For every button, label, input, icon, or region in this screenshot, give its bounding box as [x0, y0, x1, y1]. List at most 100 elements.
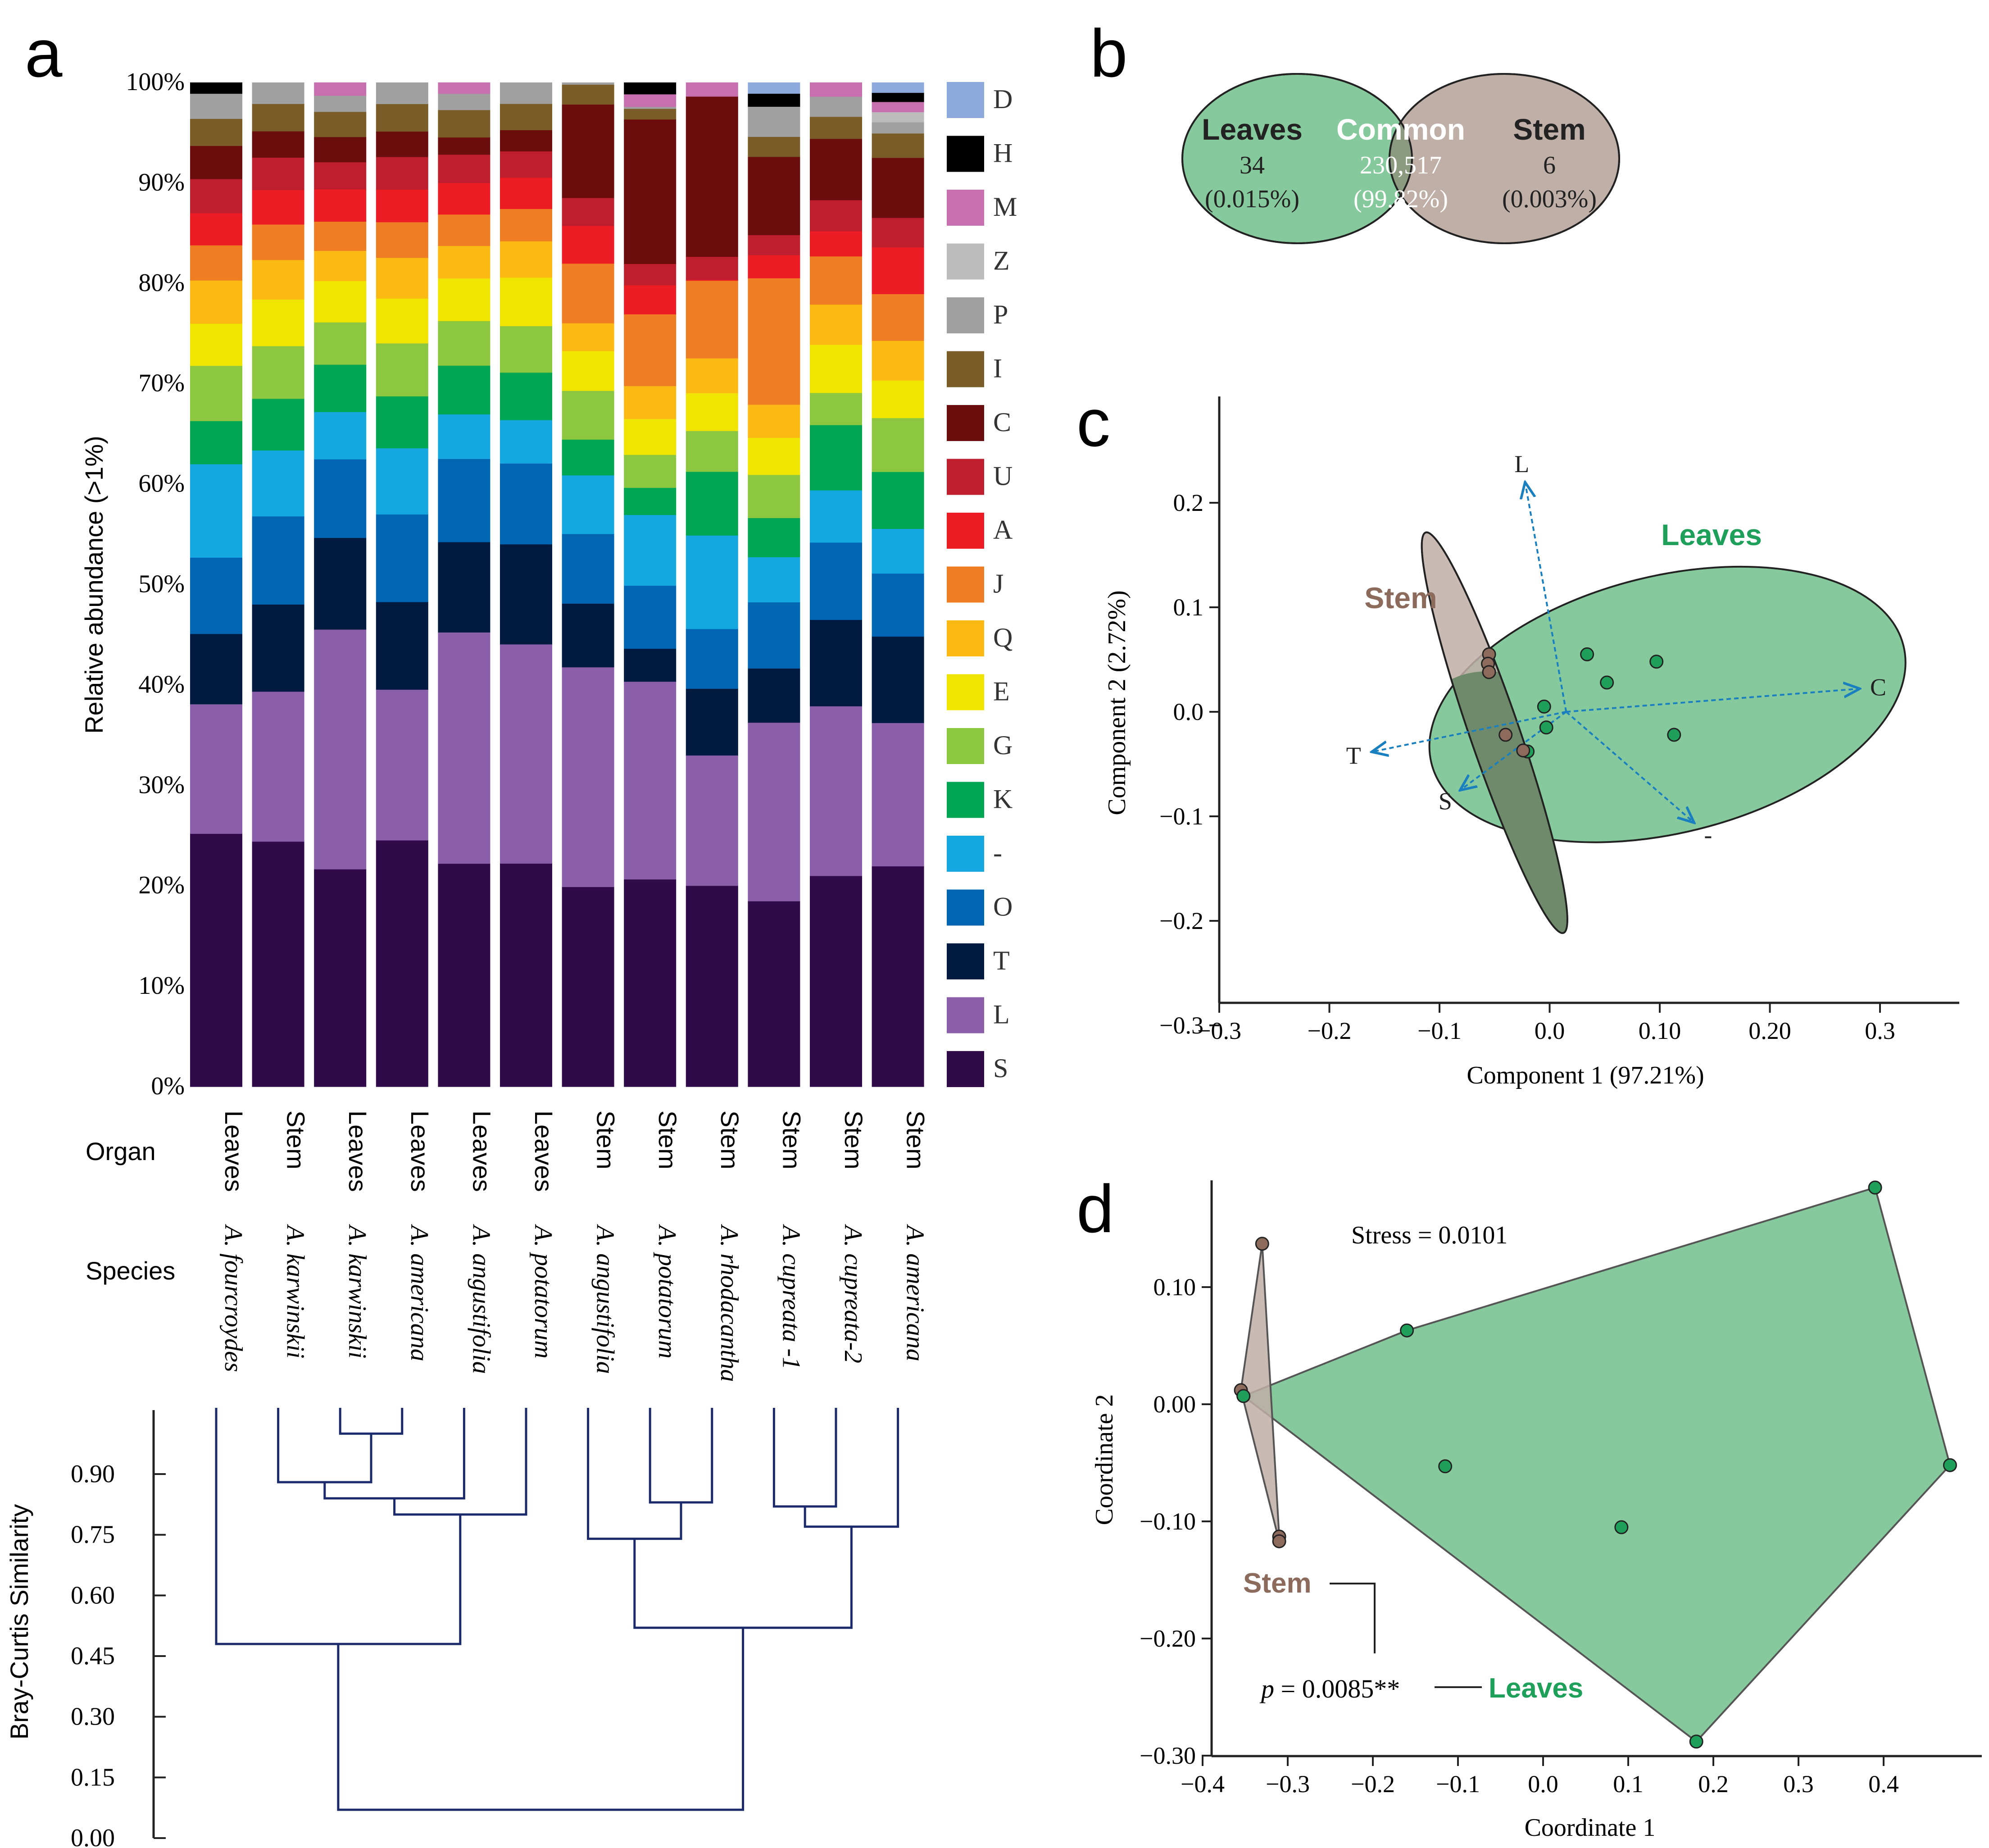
bar-segment-O: [376, 514, 428, 602]
bar-segment-dash: [624, 514, 677, 586]
bar-segment-Q: [624, 386, 677, 419]
legend-label: P: [993, 300, 1008, 329]
bar-segment-D: [748, 82, 800, 94]
bar-segment-E: [500, 277, 552, 327]
dendro-tick-label: 0.60: [71, 1581, 115, 1609]
bar-segment-E: [438, 278, 490, 321]
bar-segment-Z: [872, 112, 924, 123]
bar-segment-M: [624, 94, 677, 107]
bar-segment-M: [438, 82, 490, 94]
bar-segment-G: [438, 321, 490, 366]
bar-segment-K: [252, 398, 304, 451]
bar-segment-G: [624, 455, 677, 488]
y-tick-label: 20%: [138, 871, 185, 899]
p-value: = 0.0085**: [1274, 1674, 1400, 1703]
bar-segment-E: [872, 380, 924, 419]
bar-segment-M: [810, 82, 862, 97]
bar-segment-Q: [314, 250, 367, 282]
bar-segment-T: [190, 633, 242, 705]
bar-segment-L: [624, 681, 677, 880]
bar-segment-C: [314, 137, 367, 163]
dendro-branch: [337, 1628, 745, 1811]
bar-segment-E: [376, 298, 428, 344]
bar-segment-Q: [686, 358, 738, 393]
bar-segment-C: [748, 156, 800, 236]
bar-segment-U: [314, 162, 367, 190]
bar-segment-J: [438, 214, 490, 246]
legend-swatch: [947, 782, 984, 818]
legend-swatch: [947, 351, 984, 387]
species-label: A. angustifolia: [591, 1224, 619, 1374]
bar-segment-J: [190, 245, 242, 281]
species-label: A. cupreata-2: [839, 1224, 867, 1363]
bar-segment-G: [810, 392, 862, 425]
legend-swatch: [947, 1051, 984, 1087]
y-tick-label: 30%: [138, 771, 185, 799]
x-tick-label: 0.1: [1613, 1771, 1644, 1798]
bar-segment-S: [314, 869, 367, 1087]
bar-segment-M: [872, 101, 924, 113]
x-tick-label: 0.0: [1535, 1017, 1565, 1044]
species-row-label: Species: [86, 1256, 175, 1285]
y-axis-label: Component 2 (2.72%): [1103, 590, 1131, 815]
legend-label: K: [993, 784, 1013, 814]
y-tick-label: 0.1: [1173, 594, 1204, 621]
bar-segment-C: [376, 131, 428, 157]
legend-label: Z: [993, 246, 1010, 276]
loading-label: C: [1870, 674, 1886, 701]
bar-segment-U: [252, 157, 304, 191]
bar-segment-H: [624, 82, 677, 95]
legend-swatch: [947, 566, 984, 603]
legend-label: O: [993, 892, 1013, 922]
bar-segment-I: [748, 137, 800, 157]
loading-arrow: [1373, 711, 1567, 751]
venn-set-label: Stem: [1513, 113, 1585, 146]
bar-segment-T: [686, 688, 738, 756]
legend-swatch: [947, 943, 984, 979]
x-tick-label: −0.2: [1308, 1017, 1352, 1044]
bar-segment-L: [252, 691, 304, 842]
organ-label: Leaves: [344, 1111, 372, 1192]
bar-segment-Q: [500, 241, 552, 278]
legend-label: I: [993, 354, 1002, 383]
bar-segment-P: [810, 96, 862, 117]
organ-label: Leaves: [220, 1111, 248, 1192]
bar-segment-K: [624, 487, 677, 515]
bar-segment-dash: [686, 535, 738, 629]
y-axis-label: Coordinate 2: [1090, 1394, 1118, 1525]
legend-label: J: [993, 569, 1004, 599]
bar-segment-K: [748, 518, 800, 557]
bar-segment-C: [686, 96, 738, 257]
nmds-plot: 0.10 0.00 −0.10 −0.20 −0.30−0.4 −0.3 −0.2 −0.1 0…: [1090, 1180, 1982, 1842]
legend-swatch: [947, 674, 984, 710]
bar-segment-Q: [438, 246, 490, 279]
bar-segment-P: [562, 82, 614, 85]
bar-segment-A: [624, 285, 677, 314]
bar-segment-H: [872, 92, 924, 102]
leaves-point: [1400, 1323, 1414, 1338]
bar-segment-U: [438, 154, 490, 183]
leaves-point: [1667, 728, 1681, 742]
stacked-bar-chart: 0% 10% 20% 30% 40% 50% 60% 70% 80% 90% 100% Relativ…: [5, 68, 1017, 1848]
species-label: A. karwinskii: [282, 1224, 309, 1359]
leaves-convex-hull: [1241, 1186, 1951, 1743]
bar-segment-A: [252, 190, 304, 225]
bar-segment-U: [624, 264, 677, 286]
species-label: A. americana: [405, 1224, 433, 1361]
bar-segment-G: [686, 431, 738, 472]
species-label: A. karwinskii: [343, 1224, 371, 1359]
loading-arrow: [1462, 711, 1567, 789]
bar-segment-dash: [376, 448, 428, 515]
legend-label: M: [993, 192, 1017, 222]
species-label: A. fourcroydes: [219, 1224, 247, 1372]
y-tick-label: 70%: [138, 369, 185, 397]
dendro-tick-label: 0.15: [71, 1763, 115, 1791]
x-tick-label: −0.3: [1197, 1017, 1241, 1044]
bar-segment-A: [314, 189, 367, 222]
bar-segment-I: [252, 104, 304, 132]
species-label: A. potatorum: [529, 1224, 557, 1359]
bar-segment-G: [872, 418, 924, 472]
bar-segment-O: [438, 459, 490, 542]
legend-swatch: [947, 728, 984, 764]
